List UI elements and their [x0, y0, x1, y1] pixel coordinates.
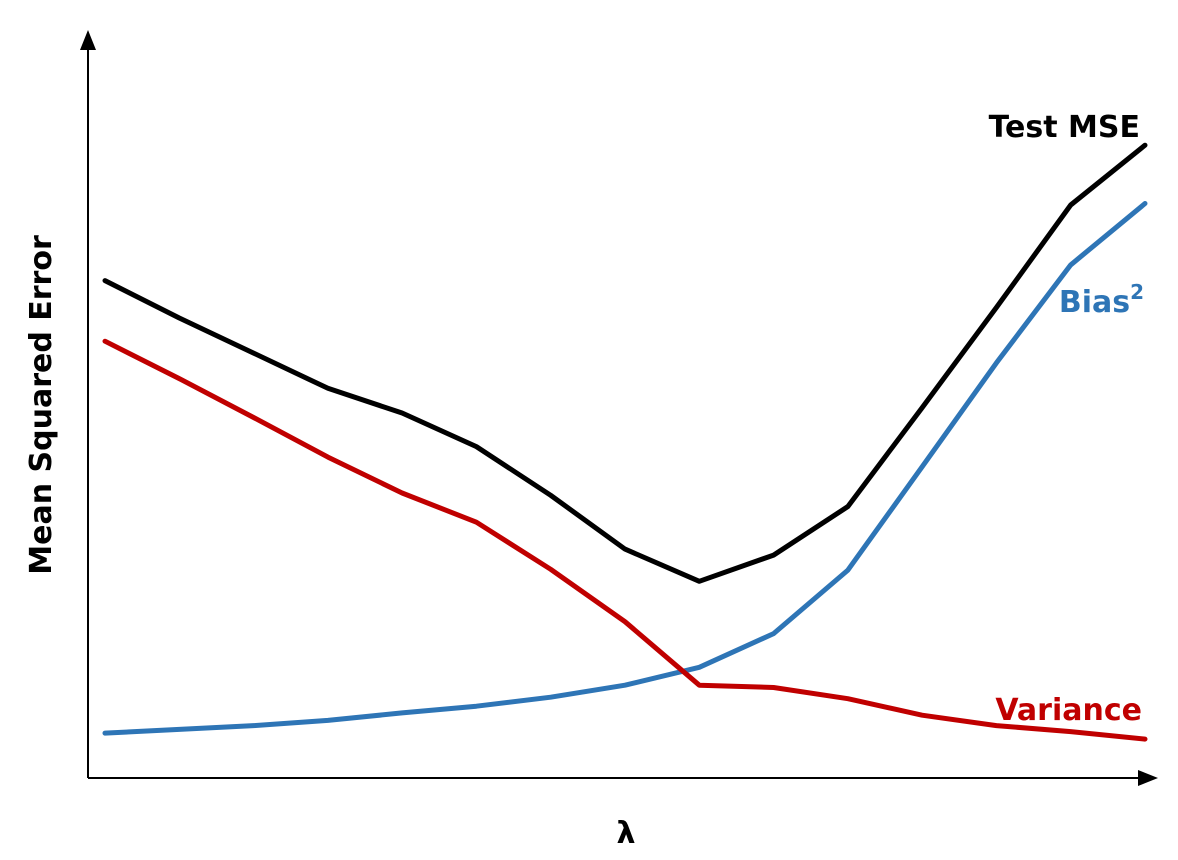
series-label-variance: Variance: [995, 693, 1142, 728]
y-axis-title: Mean Squared Error: [24, 235, 59, 575]
y-axis-arrowhead: [80, 30, 96, 50]
series-label-test-mse: Test MSE: [989, 110, 1140, 145]
series-layer: [102, 142, 1148, 742]
series-line-bias-squared: [102, 201, 1148, 736]
bias-label-superscript: 2: [1130, 280, 1144, 304]
x-axis-arrowhead: [1138, 770, 1158, 786]
series-line-test-mse: [102, 142, 1148, 584]
bias-label-text: Bias: [1059, 285, 1130, 320]
series-label-bias-squared: Bias2: [1059, 280, 1144, 320]
series-line-variance: [102, 338, 1148, 742]
x-axis-title: λ: [617, 816, 636, 851]
series-label-layer: Test MSE Bias2 Variance: [989, 110, 1144, 728]
axes: [80, 30, 1158, 786]
